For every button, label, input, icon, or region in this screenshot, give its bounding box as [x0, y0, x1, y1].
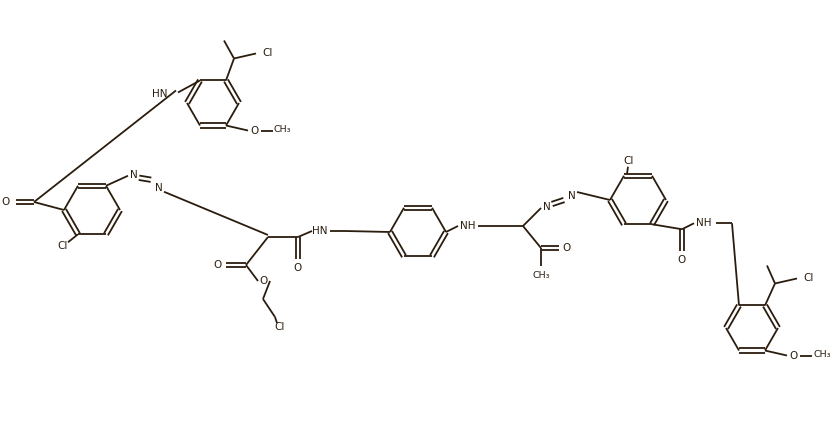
Text: N: N — [155, 183, 163, 193]
Text: O: O — [677, 255, 686, 265]
Text: Cl: Cl — [623, 156, 634, 166]
Text: Cl: Cl — [274, 322, 285, 332]
Text: CH₃: CH₃ — [273, 125, 290, 134]
Text: O: O — [251, 126, 259, 135]
Text: N: N — [568, 191, 575, 201]
Text: NH: NH — [460, 221, 475, 231]
Text: CH₃: CH₃ — [532, 271, 549, 280]
Text: HN: HN — [152, 89, 168, 100]
Text: N: N — [543, 202, 550, 212]
Text: HN: HN — [312, 226, 328, 236]
Text: Cl: Cl — [58, 241, 68, 251]
Text: NH: NH — [696, 218, 711, 228]
Text: O: O — [2, 197, 10, 207]
Text: O: O — [259, 276, 268, 286]
Text: O: O — [562, 243, 570, 253]
Text: O: O — [293, 263, 302, 273]
Text: O: O — [789, 351, 798, 360]
Text: N: N — [130, 170, 138, 180]
Text: Cl: Cl — [263, 49, 273, 58]
Text: CH₃: CH₃ — [813, 350, 830, 359]
Text: Cl: Cl — [803, 273, 813, 283]
Text: O: O — [214, 260, 222, 270]
